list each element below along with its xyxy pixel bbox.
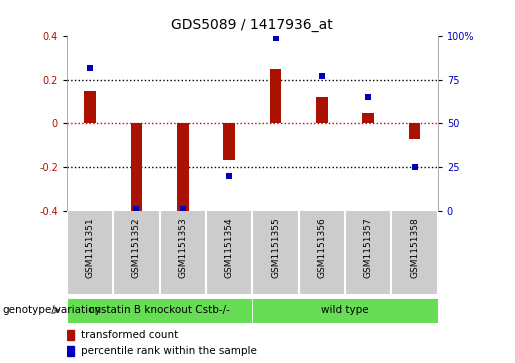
Bar <box>131 123 142 213</box>
Text: GSM1151355: GSM1151355 <box>271 217 280 278</box>
Bar <box>224 123 235 160</box>
Point <box>132 206 141 212</box>
Text: GSM1151354: GSM1151354 <box>225 217 234 278</box>
Bar <box>84 91 96 123</box>
Text: genotype/variation: genotype/variation <box>3 305 101 315</box>
Text: transformed count: transformed count <box>81 330 178 340</box>
Text: percentile rank within the sample: percentile rank within the sample <box>81 346 257 356</box>
Text: cystatin B knockout Cstb-/-: cystatin B knockout Cstb-/- <box>89 305 230 315</box>
Bar <box>177 123 188 213</box>
Bar <box>67 346 74 356</box>
Title: GDS5089 / 1417936_at: GDS5089 / 1417936_at <box>171 19 333 33</box>
Text: GSM1151353: GSM1151353 <box>178 217 187 278</box>
Text: GSM1151356: GSM1151356 <box>317 217 327 278</box>
Point <box>179 206 187 212</box>
Text: GSM1151358: GSM1151358 <box>410 217 419 278</box>
Point <box>410 164 419 170</box>
Point <box>364 94 372 100</box>
Bar <box>270 69 281 123</box>
Point <box>86 65 94 70</box>
Bar <box>316 97 328 123</box>
Text: GSM1151357: GSM1151357 <box>364 217 373 278</box>
Bar <box>252 298 438 323</box>
Text: GSM1151352: GSM1151352 <box>132 217 141 278</box>
Point <box>225 173 233 179</box>
Text: GSM1151351: GSM1151351 <box>85 217 95 278</box>
Bar <box>67 330 74 340</box>
Bar <box>409 123 420 139</box>
Bar <box>363 113 374 123</box>
Point <box>318 73 326 79</box>
Bar <box>67 298 252 323</box>
Point <box>271 35 280 41</box>
Text: wild type: wild type <box>321 305 369 315</box>
